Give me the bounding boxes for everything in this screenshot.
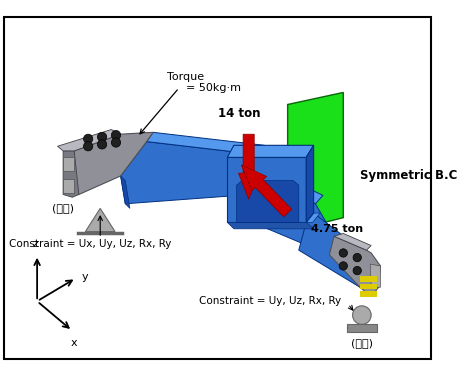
Text: 14 ton: 14 ton (218, 107, 261, 120)
Circle shape (339, 249, 348, 257)
Polygon shape (227, 145, 314, 158)
Text: = 50kg·m: = 50kg·m (186, 83, 241, 93)
Bar (360, 291, 377, 297)
Polygon shape (147, 132, 265, 155)
Polygon shape (121, 176, 130, 208)
Polygon shape (69, 132, 153, 194)
Circle shape (83, 134, 93, 144)
Polygon shape (299, 213, 366, 287)
Bar (347, 324, 377, 332)
Text: z: z (32, 239, 38, 249)
Text: y: y (82, 272, 88, 282)
Polygon shape (63, 151, 79, 197)
Circle shape (339, 262, 348, 270)
Circle shape (111, 130, 121, 140)
Circle shape (353, 306, 371, 324)
Text: Constraint = Ux, Uy, Uz, Rx, Ry: Constraint = Ux, Uy, Uz, Rx, Ry (9, 239, 172, 249)
Circle shape (111, 138, 121, 147)
Text: (좌측): (좌측) (52, 203, 74, 214)
Polygon shape (63, 158, 74, 171)
Circle shape (83, 142, 93, 151)
FancyArrow shape (241, 165, 292, 217)
Polygon shape (287, 92, 343, 232)
Polygon shape (334, 233, 371, 250)
Text: (우측): (우측) (351, 338, 373, 348)
Polygon shape (306, 213, 320, 222)
Polygon shape (329, 236, 380, 297)
Polygon shape (58, 130, 121, 151)
Circle shape (353, 253, 362, 262)
FancyArrow shape (238, 134, 259, 199)
Circle shape (353, 267, 362, 275)
Text: Constraint = Uy, Uz, Rx, Ry: Constraint = Uy, Uz, Rx, Ry (199, 296, 341, 306)
Circle shape (98, 140, 107, 149)
Polygon shape (63, 179, 74, 193)
Text: Symmetric B.C: Symmetric B.C (360, 170, 457, 182)
Polygon shape (227, 158, 306, 222)
Text: Torque: Torque (167, 72, 204, 82)
Text: 4.75 ton: 4.75 ton (311, 224, 363, 234)
Polygon shape (306, 145, 314, 222)
Text: x: x (71, 338, 77, 348)
Polygon shape (370, 264, 380, 287)
Polygon shape (85, 208, 115, 232)
Polygon shape (121, 142, 258, 204)
Bar (360, 284, 377, 289)
Circle shape (98, 132, 107, 142)
Polygon shape (236, 180, 299, 222)
Polygon shape (241, 176, 334, 255)
Polygon shape (258, 167, 323, 204)
Bar (360, 276, 377, 282)
Polygon shape (227, 222, 314, 229)
